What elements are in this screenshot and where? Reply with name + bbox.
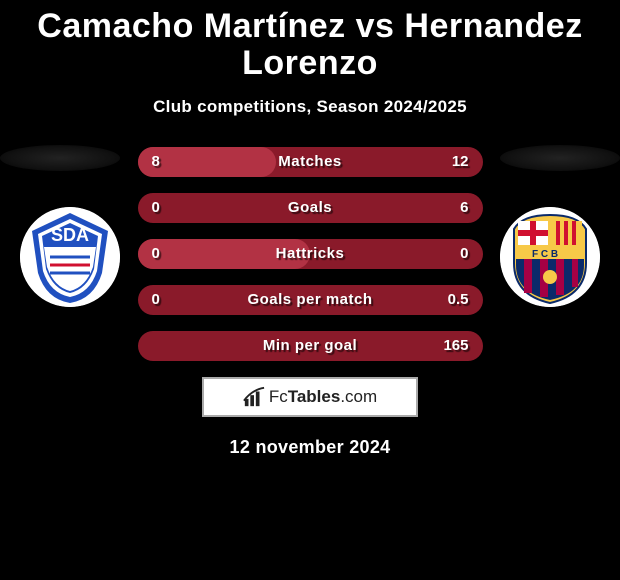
stat-left-value: 8 [138,153,198,170]
comparison-panel: SDA F C B [0,147,620,458]
bars-icon [243,386,265,408]
page-title: Camacho Martínez vs Hernandez Lorenzo [0,0,620,83]
svg-text:SDA: SDA [51,225,89,245]
brand-thin: Fc [269,387,288,406]
stat-left-value: 0 [138,245,198,262]
stat-right-value: 6 [423,199,483,216]
date-stamp: 12 november 2024 [0,437,620,458]
stat-row-gpm: 0 Goals per match 0.5 [138,285,483,315]
stat-label: Matches [198,153,423,170]
brand-bold: Tables [288,387,341,406]
stat-bars: 8 Matches 12 0 Goals 6 0 Hattricks 0 0 G… [138,147,483,361]
stat-label: Goals per match [198,291,423,308]
stat-label: Goals [198,199,423,216]
stat-left-value: 0 [138,199,198,216]
shield-icon: F C B [500,207,600,307]
stat-right-value: 0 [423,245,483,262]
stat-right-value: 0.5 [423,291,483,308]
stat-left-value: 0 [138,291,198,308]
stat-row-mpg: Min per goal 165 [138,331,483,361]
brand-text: FcTables.com [269,387,377,407]
stat-label: Hattricks [198,245,423,262]
stat-right-value: 12 [423,153,483,170]
stat-row-goals: 0 Goals 6 [138,193,483,223]
stat-right-value: 165 [423,337,483,354]
player-shadow-left [0,145,120,171]
club-crest-left: SDA [20,207,120,307]
shield-icon: SDA [20,207,120,307]
brand-suffix: .com [340,387,377,406]
club-crest-right: F C B [500,207,600,307]
season-subtitle: Club competitions, Season 2024/2025 [0,97,620,117]
brand-box: FcTables.com [202,377,418,417]
svg-text:F C B: F C B [532,249,558,260]
stat-label: Min per goal [198,337,423,354]
stat-row-matches: 8 Matches 12 [138,147,483,177]
stat-row-hattricks: 0 Hattricks 0 [138,239,483,269]
player-shadow-right [500,145,620,171]
